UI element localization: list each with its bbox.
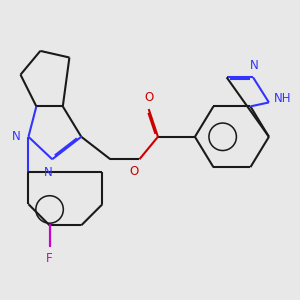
Text: N: N	[250, 59, 259, 72]
Text: O: O	[130, 164, 139, 178]
Text: N: N	[12, 130, 20, 143]
Text: F: F	[46, 252, 53, 265]
Text: O: O	[144, 91, 153, 104]
Text: N: N	[44, 166, 52, 179]
Text: NH: NH	[274, 92, 292, 105]
